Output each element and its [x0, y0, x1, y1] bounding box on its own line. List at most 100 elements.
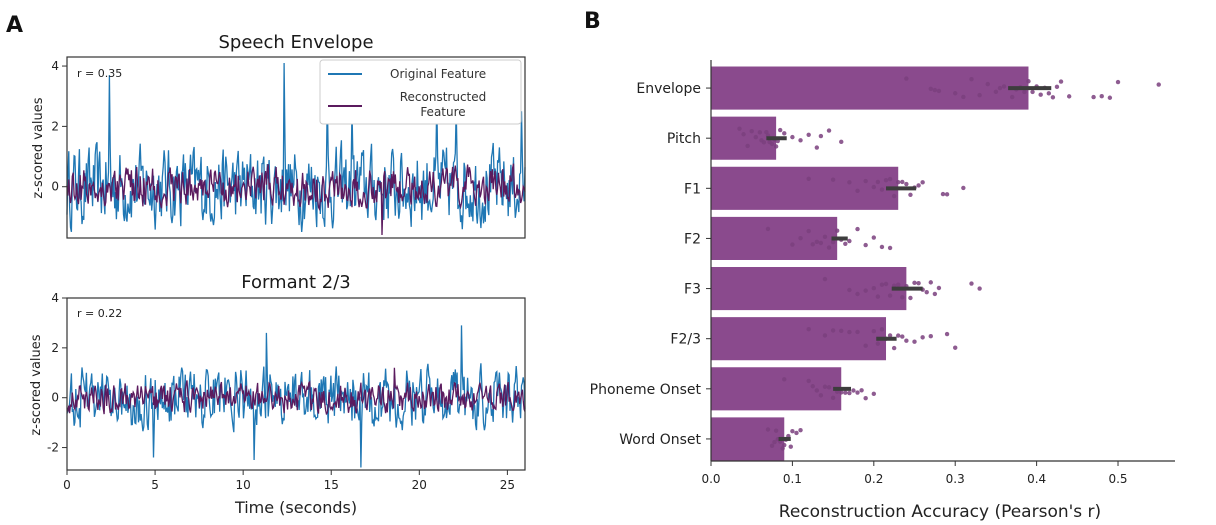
data-point — [822, 276, 828, 282]
data-point — [969, 77, 974, 82]
x-tick-label: 0.1 — [783, 472, 802, 486]
data-point — [871, 329, 877, 334]
category-label: Phoneme Onset — [590, 382, 702, 398]
x-tick-label: 0.5 — [1108, 472, 1127, 486]
data-point — [773, 144, 779, 149]
data-point — [790, 134, 795, 140]
data-point — [822, 384, 828, 389]
data-point — [818, 133, 824, 139]
category-label-layer: Envelope Pitch F1 F2 F3 F2/3 Phoneme Onset Word… — [590, 81, 711, 448]
data-point — [830, 328, 836, 333]
y-axis-label: z-scored values — [31, 97, 46, 198]
data-point — [920, 335, 925, 340]
correlation-annotation: r = 0.22 — [77, 307, 122, 320]
data-point — [806, 327, 811, 332]
data-point — [782, 377, 787, 382]
data-point — [993, 89, 999, 95]
x-tick-label: 0 — [63, 478, 71, 492]
y-tick-label: -2 — [47, 441, 59, 455]
y-axis-label: z-scored values — [29, 334, 44, 435]
data-point — [814, 388, 820, 393]
data-point — [1022, 89, 1027, 95]
data-point — [847, 238, 852, 244]
data-point — [936, 285, 942, 291]
series-line-reconstructed-feature — [66, 163, 526, 236]
data-point — [749, 128, 754, 134]
data-point — [737, 126, 742, 131]
data-point — [924, 289, 929, 295]
data-point — [1038, 92, 1043, 97]
formant-plot: Formant 2/3 r = 0.22 z-scored values -2 0… — [29, 272, 526, 517]
legend-label-line: Feature — [420, 105, 465, 119]
data-point — [1050, 95, 1056, 100]
x-tick-label: 15 — [324, 478, 339, 492]
data-point — [912, 280, 917, 286]
data-point — [896, 333, 901, 338]
category-label: Pitch — [667, 131, 701, 147]
data-point — [772, 439, 777, 445]
data-point — [932, 291, 938, 297]
panel-label-b: B — [584, 9, 601, 34]
bar-layer — [711, 66, 1161, 461]
data-point — [916, 281, 921, 286]
data-point — [822, 234, 828, 239]
data-point — [761, 140, 767, 145]
data-point — [1099, 93, 1104, 99]
data-point — [875, 294, 881, 299]
legend-label-original: Original Feature — [390, 67, 486, 81]
data-point — [843, 390, 848, 395]
series-line-original-feature — [66, 325, 526, 468]
data-point — [969, 281, 974, 286]
data-point — [826, 385, 832, 390]
category-label: Envelope — [636, 81, 701, 97]
data-point — [871, 391, 877, 397]
data-point — [1156, 82, 1161, 87]
data-point — [1054, 84, 1060, 90]
plot-frame — [66, 56, 526, 239]
data-point — [1001, 84, 1007, 89]
bar — [711, 216, 838, 260]
accuracy-bar-chart: Envelope Pitch F1 F2 F3 F2/3 Phoneme Onset Word… — [590, 60, 1175, 522]
panel-label-a: A — [6, 13, 23, 38]
category-label: F2/3 — [670, 332, 701, 348]
data-point — [863, 178, 868, 184]
data-point — [777, 127, 783, 133]
category-label: F2 — [684, 231, 701, 247]
data-point — [782, 442, 787, 448]
data-point — [859, 388, 864, 393]
data-point — [936, 88, 942, 94]
data-point — [928, 86, 933, 91]
data-point — [879, 282, 885, 287]
x-tick-label: 0.0 — [701, 472, 720, 486]
x-axis-label: Reconstruction Accuracy (Pearson's r) — [779, 502, 1101, 522]
plot-title: Speech Envelope — [218, 32, 373, 53]
plot-title: Formant 2/3 — [241, 272, 351, 293]
data-point — [912, 339, 917, 344]
data-point — [863, 396, 868, 401]
y-tick-label: 0 — [51, 180, 59, 194]
data-point — [928, 334, 933, 339]
data-point — [879, 327, 885, 332]
data-point — [953, 91, 958, 96]
data-point — [790, 428, 795, 434]
data-point — [773, 428, 779, 433]
y-tick-label: 2 — [51, 119, 59, 133]
data-point — [839, 390, 844, 395]
x-tick-label: 20 — [412, 478, 427, 492]
data-point — [944, 192, 950, 197]
data-point — [794, 430, 799, 436]
data-point — [798, 427, 803, 433]
bar — [711, 66, 1029, 110]
category-label: F1 — [684, 181, 701, 197]
bar — [711, 166, 899, 210]
x-tick-label: 0.2 — [864, 472, 883, 486]
data-point — [847, 390, 852, 396]
data-point — [871, 184, 877, 190]
data-point — [855, 188, 860, 194]
data-point — [871, 235, 877, 240]
data-point — [900, 179, 905, 185]
legend-label-reconstructed: Reconstructed Feature — [400, 90, 487, 119]
data-point — [818, 393, 824, 398]
category-label: F3 — [684, 282, 701, 298]
y-tick-label: 4 — [51, 59, 59, 73]
